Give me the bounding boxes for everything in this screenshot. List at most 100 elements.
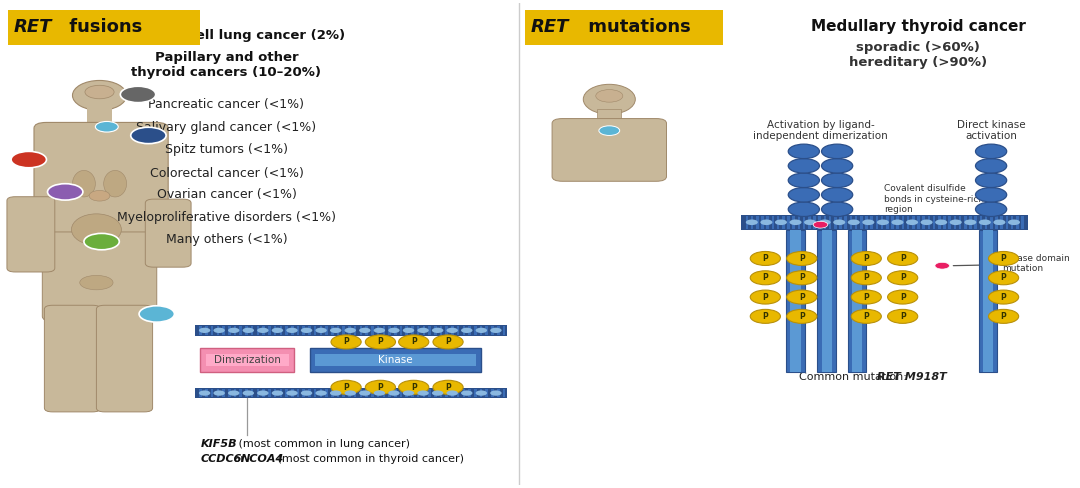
Bar (372, 389, 374, 397)
Ellipse shape (72, 170, 95, 197)
Circle shape (365, 335, 395, 349)
Circle shape (433, 380, 463, 394)
Bar (325, 326, 328, 335)
Circle shape (822, 144, 853, 159)
Bar (8, 10, 201, 45)
Bar (881, 216, 883, 228)
Bar (222, 326, 225, 335)
Circle shape (388, 328, 400, 333)
Ellipse shape (90, 190, 110, 201)
Circle shape (446, 328, 458, 333)
Bar (348, 326, 351, 335)
FancyBboxPatch shape (146, 199, 191, 267)
Bar (813, 216, 815, 228)
Bar (985, 216, 987, 228)
Bar (39, 123, 159, 133)
Bar (818, 229, 836, 372)
Circle shape (975, 144, 1007, 159)
Circle shape (433, 335, 463, 349)
Bar (451, 326, 454, 335)
Text: P: P (1001, 254, 1007, 263)
Circle shape (388, 390, 400, 396)
Text: P: P (900, 273, 905, 282)
Bar (280, 326, 282, 335)
Bar (777, 216, 780, 228)
Text: mutations: mutations (582, 18, 691, 36)
Circle shape (199, 328, 211, 333)
Bar (354, 326, 356, 335)
Bar (217, 389, 219, 397)
Bar (491, 389, 494, 397)
Bar (211, 326, 214, 335)
Bar (200, 389, 202, 397)
Circle shape (988, 271, 1018, 285)
Circle shape (804, 220, 816, 225)
Circle shape (751, 290, 781, 304)
Text: fusions: fusions (63, 18, 143, 36)
Bar (274, 389, 276, 397)
Circle shape (490, 390, 501, 396)
Bar (372, 326, 374, 335)
Bar (771, 216, 774, 228)
Bar (525, 10, 723, 45)
Bar (251, 326, 254, 335)
Bar (211, 389, 214, 397)
Bar (983, 229, 994, 372)
Bar (291, 389, 294, 397)
Bar (342, 389, 345, 397)
Circle shape (257, 390, 269, 396)
Circle shape (490, 328, 501, 333)
Bar (896, 216, 899, 228)
Bar (854, 216, 858, 228)
Bar (360, 389, 362, 397)
Bar (400, 389, 402, 397)
Circle shape (988, 251, 1018, 265)
Text: RET M918T: RET M918T (877, 372, 946, 382)
Circle shape (822, 187, 853, 202)
Text: Non-small cell lung cancer (2%): Non-small cell lung cancer (2%) (108, 29, 345, 42)
Text: P: P (762, 312, 768, 321)
Circle shape (851, 290, 881, 304)
Circle shape (403, 328, 415, 333)
Text: KIF5B: KIF5B (201, 439, 238, 449)
Bar (195, 388, 508, 398)
Bar (262, 326, 265, 335)
Circle shape (786, 271, 816, 285)
Bar (480, 389, 483, 397)
Circle shape (228, 328, 240, 333)
Circle shape (819, 220, 831, 225)
Circle shape (475, 390, 487, 396)
Circle shape (301, 390, 312, 396)
Bar (388, 326, 391, 335)
Circle shape (95, 122, 118, 132)
Text: Kinase: Kinase (378, 355, 413, 365)
Text: Spitz tumors (<1%): Spitz tumors (<1%) (165, 143, 288, 157)
Bar (320, 389, 322, 397)
Circle shape (301, 328, 312, 333)
Bar (798, 216, 800, 228)
Bar (954, 216, 956, 228)
Circle shape (243, 328, 254, 333)
Circle shape (214, 328, 225, 333)
Bar (907, 216, 909, 228)
Text: Covalent disulfide
bonds in cysteine-rich
region: Covalent disulfide bonds in cysteine-ric… (883, 184, 984, 214)
Bar (767, 216, 769, 228)
Ellipse shape (71, 214, 121, 245)
Text: Activation by ligand-
independent dimerization: Activation by ligand- independent dimeri… (753, 120, 888, 142)
Bar (205, 389, 207, 397)
Circle shape (786, 309, 816, 324)
Circle shape (891, 220, 904, 225)
Circle shape (257, 328, 269, 333)
Circle shape (345, 328, 356, 333)
Bar (870, 216, 873, 228)
Bar (251, 389, 254, 397)
Text: (most common in thyroid cancer): (most common in thyroid cancer) (274, 454, 464, 464)
Text: NCOA4: NCOA4 (241, 454, 284, 464)
Circle shape (475, 328, 487, 333)
Bar (462, 326, 465, 335)
Circle shape (906, 220, 918, 225)
Text: RET: RET (530, 18, 568, 36)
Text: P: P (762, 273, 768, 282)
Text: or: or (230, 454, 248, 464)
Bar (257, 389, 259, 397)
